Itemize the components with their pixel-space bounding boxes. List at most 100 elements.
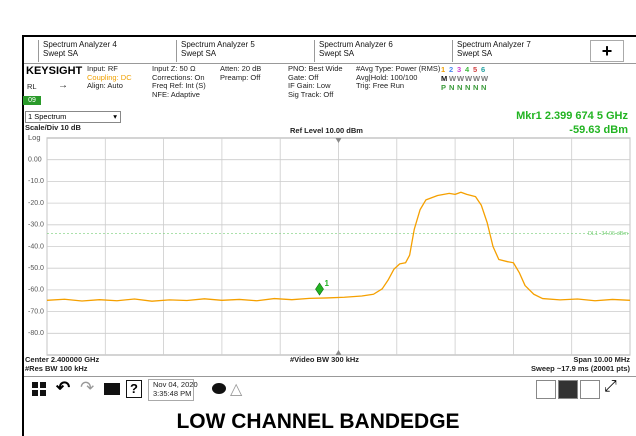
windows-icon	[32, 382, 46, 396]
display-line-label: DL1 -34.05 dBm	[588, 231, 628, 237]
tab-title: Spectrum Analyzer 5	[181, 40, 255, 49]
layout-button[interactable]	[580, 380, 600, 399]
tab-mode: Swept SA	[181, 49, 217, 58]
y-tick-label: -20.0	[28, 200, 44, 207]
trace-indicator: 2	[449, 65, 454, 74]
video-bw: #Video BW 300 kHz	[290, 355, 360, 364]
header-field: Avg|Hold: 100/100	[356, 72, 418, 82]
trace-indicator: N	[473, 83, 479, 92]
header-field: Gate: Off	[288, 72, 319, 82]
y-tick-label: -10.0	[28, 178, 44, 185]
scale-type: Log	[28, 133, 41, 142]
sweep: Sweep ~17.9 ms (20001 pts)	[530, 364, 630, 373]
badge: 09	[23, 96, 41, 105]
window-select-text: 1 Spectrum	[28, 112, 67, 121]
tab[interactable]: Spectrum Analyzer 4 Swept SA	[38, 40, 117, 62]
span: Span 10.00 MHz	[573, 355, 630, 364]
trace-indicator: 3	[457, 65, 462, 74]
trace-indicator: N	[457, 83, 463, 92]
header-field: Sig Track: Off	[288, 89, 334, 99]
y-tick-label: -30.0	[28, 222, 44, 229]
input-arrow: →	[58, 80, 68, 91]
marker	[315, 282, 324, 296]
tab-title: Spectrum Analyzer 4	[43, 40, 117, 49]
undo-button[interactable]: ↶	[56, 378, 71, 397]
redo-button[interactable]: ↷	[80, 378, 95, 397]
trace-indicator: 5	[473, 65, 478, 74]
marker-amplitude: -59.63 dBm	[569, 124, 628, 136]
header-field: #Avg Type: Power (RMS)	[356, 64, 441, 73]
trace-indicator: W	[457, 74, 465, 83]
trace-indicator: N	[481, 83, 487, 92]
warning-icon: △	[230, 381, 243, 398]
folder-button[interactable]	[104, 383, 120, 395]
marker-frequency: Mkr1 2.399 674 5 GHz	[516, 110, 628, 122]
caption: LOW CHANNEL BANDEDGE	[176, 410, 460, 433]
header-field: Align: Auto	[87, 81, 123, 90]
trace	[46, 191, 631, 302]
window-select[interactable]: 1 Spectrum ▾	[25, 111, 121, 123]
tab-title: Spectrum Analyzer 6	[319, 40, 393, 49]
trace-indicator: N	[465, 83, 471, 92]
header-field: Corrections: On	[152, 72, 205, 82]
header-field: IF Gain: Low	[288, 81, 331, 90]
frame	[22, 35, 636, 436]
chat-button[interactable]	[212, 383, 226, 394]
time: 3:35:48 PM	[153, 389, 192, 398]
separator	[24, 63, 636, 64]
header-field: Preamp: Off	[220, 72, 261, 82]
center-indicator	[335, 138, 342, 143]
header-field: Input: RF	[87, 64, 118, 73]
y-tick-label: -70.0	[28, 308, 44, 315]
center-indicator	[335, 350, 342, 355]
trace-indicator: W	[449, 74, 457, 83]
y-tick-label: -80.0	[28, 330, 44, 337]
add-tab-button[interactable]: +	[590, 40, 624, 62]
trace-indicator: 6	[481, 65, 486, 74]
tab[interactable]: Spectrum Analyzer 7 Swept SA	[452, 40, 531, 62]
header-field: PNO: Best Wide	[288, 64, 343, 73]
trace-indicator: P	[441, 83, 447, 92]
ref-level: Ref Level 10.00 dBm	[290, 126, 363, 135]
trace-indicator: 4	[465, 65, 470, 74]
trace-indicator: M	[441, 74, 448, 83]
markers-button[interactable]	[536, 380, 556, 399]
tab-mode: Swept SA	[43, 49, 79, 58]
scale-div: Scale/Div 10 dB	[25, 123, 81, 132]
fullscreen-button[interactable]: ⤢	[604, 378, 617, 395]
header-field: NFE: Adaptive	[152, 89, 200, 99]
tab-title: Spectrum Analyzer 7	[457, 40, 531, 49]
trace-indicator: W	[473, 74, 481, 83]
header-field: Coupling: DC	[87, 72, 132, 82]
trace-indicator: W	[481, 74, 489, 83]
header-field: Freq Ref: Int (S)	[152, 81, 206, 90]
tab[interactable]: Spectrum Analyzer 5 Swept SA	[176, 40, 255, 62]
logo: KEYSIGHT	[26, 65, 83, 77]
help-button[interactable]: ?	[126, 380, 142, 398]
tab-mode: Swept SA	[457, 49, 493, 58]
taskbar: ↶ ↷ ? Nov 04, 2020 3:35:48 PM △ ⤢	[24, 376, 636, 401]
trace-indicator: N	[449, 83, 455, 92]
clock: Nov 04, 2020 3:35:48 PM	[148, 379, 198, 401]
header-field: Input Z: 50 Ω	[152, 64, 196, 73]
header-field: Atten: 20 dB	[220, 64, 262, 73]
res-bw: #Res BW 100 kHz	[25, 364, 88, 373]
center-frequency: Center 2.400000 GHz	[25, 355, 100, 364]
dropdown-arrow: ▾	[113, 112, 117, 121]
date: Nov 04, 2020	[153, 380, 198, 389]
marker-label: 1	[325, 279, 330, 288]
rl-label: RL	[27, 82, 37, 91]
tab-mode: Swept SA	[319, 49, 355, 58]
windows-button[interactable]	[32, 382, 46, 396]
y-tick-label: -60.0	[28, 287, 44, 294]
tab[interactable]: Spectrum Analyzer 6 Swept SA	[314, 40, 393, 62]
y-tick-label: 0.00	[28, 157, 42, 164]
touch-button[interactable]	[558, 380, 578, 399]
y-tick-label: -40.0	[28, 243, 44, 250]
y-tick-label: -50.0	[28, 265, 44, 272]
header-field: Trig: Free Run	[356, 81, 405, 90]
trace-indicator: 1	[441, 65, 446, 74]
trace-indicator: W	[465, 74, 473, 83]
